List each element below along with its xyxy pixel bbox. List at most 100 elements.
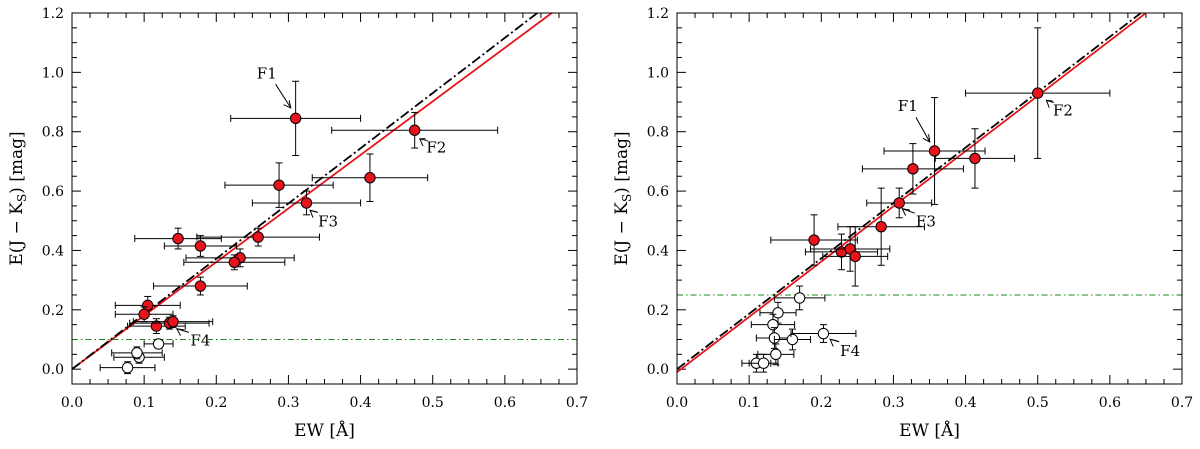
point-marker-filled bbox=[928, 145, 941, 157]
arrow-head bbox=[418, 138, 428, 147]
arrow-shaft bbox=[915, 117, 931, 143]
point-marker-filled bbox=[408, 124, 421, 136]
data-point bbox=[224, 162, 334, 208]
point-marker-filled bbox=[194, 280, 207, 292]
y-axis-title: E(J − KS) [mag] bbox=[612, 131, 634, 265]
point-marker-open bbox=[757, 357, 770, 369]
y-axis-title-subscript: S bbox=[15, 194, 29, 202]
x-tick-label: 0.2 bbox=[205, 395, 227, 411]
data-point-open bbox=[748, 353, 779, 373]
error-bars bbox=[866, 187, 933, 219]
y-tick-label: 0.2 bbox=[42, 303, 64, 319]
point-marker-filled bbox=[252, 231, 264, 243]
data-point bbox=[134, 227, 222, 250]
y-tick-label: 0.0 bbox=[647, 362, 669, 378]
y-tick-label: 0.8 bbox=[647, 125, 669, 141]
annotation-label: F1 bbox=[257, 64, 277, 82]
data-point bbox=[132, 315, 214, 329]
data-point bbox=[861, 143, 964, 195]
point-marker-filled bbox=[907, 163, 919, 175]
data-point bbox=[804, 233, 879, 271]
data-point bbox=[866, 187, 933, 219]
data-point bbox=[114, 295, 181, 315]
x-tick-label: 0.5 bbox=[422, 395, 444, 411]
plot-frame bbox=[676, 12, 1183, 385]
y-tick-label: 1.0 bbox=[42, 65, 64, 81]
data-point bbox=[331, 111, 499, 149]
data-point-open bbox=[143, 338, 174, 350]
point-marker-open bbox=[772, 307, 784, 319]
annotation-label: F3 bbox=[916, 213, 936, 231]
data-point bbox=[822, 226, 889, 287]
axis-ticks bbox=[71, 12, 578, 385]
y-tick-label: 0.2 bbox=[647, 303, 669, 319]
point-marker-filled bbox=[194, 240, 207, 252]
error-bars bbox=[773, 328, 811, 351]
annotation-label: F1 bbox=[898, 97, 918, 115]
y-tick-label: 0.4 bbox=[647, 243, 669, 259]
line-fit-red bbox=[677, 13, 1147, 373]
y-tick-label: 1.2 bbox=[647, 6, 669, 22]
x-tick-label: 0.0 bbox=[61, 395, 83, 411]
panel-right: 0.0 0.2 0.4 0.6 0.8 1.0 1.2 0.0 0.1 0.2 … bbox=[612, 6, 1193, 441]
annotation-label: F2 bbox=[426, 138, 446, 156]
y-tick-label: 1.0 bbox=[647, 65, 669, 81]
x-axis-title: EW [Å] bbox=[294, 420, 355, 441]
data-point-open bbox=[99, 361, 156, 375]
point-marker-filled bbox=[273, 179, 285, 191]
x-tick-label: 0.4 bbox=[349, 395, 371, 411]
x-tick-label: 0.3 bbox=[277, 395, 299, 411]
data-point bbox=[163, 235, 237, 257]
line-fit-red bbox=[72, 13, 553, 370]
x-tick-label: 0.7 bbox=[566, 395, 588, 411]
x-tick-label: 0.6 bbox=[1099, 395, 1121, 411]
annotation-label: F4 bbox=[190, 331, 210, 349]
y-axis-title-tail: ) [mag] bbox=[612, 131, 632, 193]
arrow-head bbox=[175, 328, 185, 336]
annotation-arrows bbox=[175, 83, 428, 336]
point-marker-filled bbox=[228, 256, 241, 269]
point-marker-open bbox=[767, 318, 779, 331]
point-marker-filled bbox=[167, 315, 179, 328]
point-marker-open bbox=[121, 361, 134, 374]
x-tick-label: 0.1 bbox=[738, 395, 760, 411]
data-point bbox=[196, 227, 320, 247]
x-tick-label: 0.0 bbox=[666, 395, 688, 411]
y-axis-title-main: E(J − K bbox=[612, 202, 632, 266]
point-marker-open bbox=[770, 348, 782, 361]
point-marker-filled bbox=[172, 232, 184, 245]
point-marker-open bbox=[131, 347, 143, 359]
data-point bbox=[185, 248, 295, 268]
point-marker-open bbox=[786, 333, 799, 346]
data-point bbox=[251, 190, 362, 216]
arrow-head bbox=[309, 209, 318, 218]
arrow-head bbox=[922, 134, 931, 143]
data-point-open bbox=[773, 285, 826, 311]
y-tick-label: 0.0 bbox=[42, 362, 64, 378]
data-point bbox=[153, 276, 248, 296]
x-axis-title: EW [Å] bbox=[899, 420, 960, 441]
data-point-open bbox=[111, 346, 163, 360]
arrow-head bbox=[829, 338, 838, 347]
point-marker-filled bbox=[289, 112, 302, 125]
point-marker-filled bbox=[364, 172, 376, 184]
arrow-head bbox=[1045, 99, 1055, 108]
data-point-open bbox=[750, 313, 796, 336]
data-point bbox=[183, 254, 286, 271]
axis-ticks bbox=[676, 12, 1183, 385]
annotation-label: F4 bbox=[840, 342, 860, 360]
x-tick-label: 0.7 bbox=[1171, 395, 1193, 411]
annotation-arrows bbox=[829, 99, 1055, 347]
arrow-head bbox=[283, 100, 292, 109]
data-point bbox=[809, 226, 891, 272]
y-tick-label: 1.2 bbox=[42, 6, 64, 22]
data-point bbox=[883, 97, 986, 205]
data-point bbox=[934, 128, 1016, 189]
arrow-shaft bbox=[275, 83, 292, 109]
x-tick-label: 0.6 bbox=[494, 395, 516, 411]
x-tick-label: 0.3 bbox=[882, 395, 904, 411]
y-tick-label: 0.8 bbox=[42, 125, 64, 141]
y-tick-label: 0.6 bbox=[647, 184, 669, 200]
y-axis-title: E(J − KS) [mag] bbox=[7, 131, 29, 265]
